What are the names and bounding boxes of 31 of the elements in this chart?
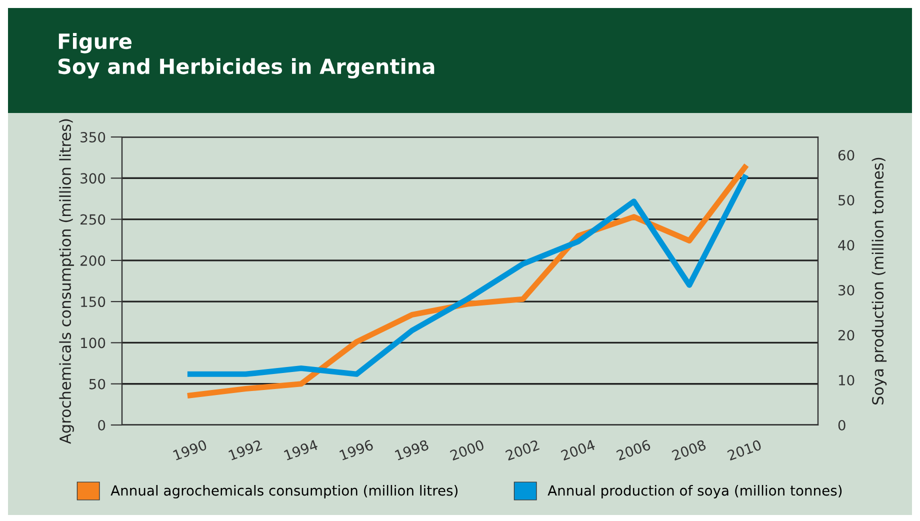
y-tick-label: 350 bbox=[80, 132, 106, 142]
x-tick-label: 2010 bbox=[726, 439, 762, 461]
y2-tick-label: 40 bbox=[838, 240, 854, 250]
y-tick-label: 50 bbox=[89, 378, 106, 390]
y-axis-title: Agrochemicals consumption (million litres) bbox=[59, 119, 74, 444]
x-tick-label: 2008 bbox=[671, 439, 706, 461]
x-tick-label: 2002 bbox=[505, 440, 540, 461]
x-tick-label: 1998 bbox=[394, 439, 430, 461]
y2-tick-label: 30 bbox=[838, 284, 854, 296]
y-tick-label: 200 bbox=[80, 255, 106, 266]
x-tick-label: 1996 bbox=[339, 439, 374, 461]
y-tick-label: 250 bbox=[80, 214, 106, 225]
y-tick-label: 100 bbox=[81, 338, 106, 348]
x-tick-label: 1990 bbox=[172, 439, 208, 461]
y-tick-label: 0 bbox=[98, 420, 106, 430]
x-tick-label: 1994 bbox=[284, 439, 318, 461]
y2-tick-label: 20 bbox=[838, 330, 854, 340]
y-tick-label: 150 bbox=[81, 296, 106, 308]
x-tick-label: 2004 bbox=[560, 439, 596, 461]
chart-title: Figure Soy and Herbicides in Argentina bbox=[58, 33, 434, 78]
y2-tick-label: 0 bbox=[838, 420, 846, 430]
x-tick-label: 2006 bbox=[616, 439, 652, 461]
legend-label: Annual agrochemicals consumption (million litres) bbox=[110, 484, 458, 498]
y2-tick-label: 10 bbox=[838, 374, 854, 386]
y-tick-label: 300 bbox=[80, 173, 106, 184]
y2-axis-title: Soya production (million tonnes) bbox=[872, 158, 887, 404]
legend-label: Annual production of soya (million tonnes) bbox=[548, 484, 842, 498]
y2-tick-label: 50 bbox=[838, 194, 854, 206]
x-tick-label: 1992 bbox=[228, 440, 262, 461]
y2-tick-label: 60 bbox=[838, 150, 854, 160]
x-tick-label: 2000 bbox=[450, 439, 485, 461]
